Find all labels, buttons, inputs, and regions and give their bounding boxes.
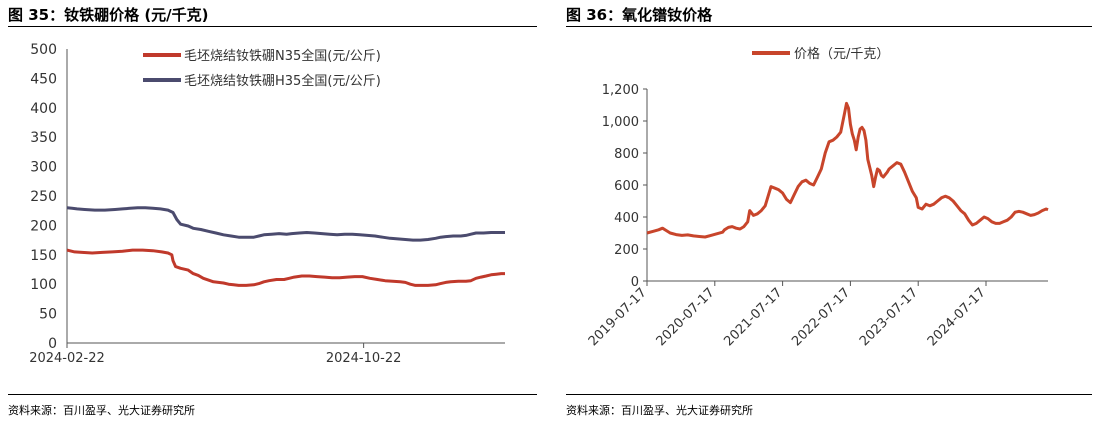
chart-title-right: 图 36：氧化镨钕价格 bbox=[566, 6, 713, 24]
series-line-n35 bbox=[66, 248, 505, 287]
footer-rule-left bbox=[8, 394, 537, 395]
y-tick-label-right: 600 bbox=[614, 179, 639, 194]
y-tick-label-right: 200 bbox=[614, 243, 639, 258]
y-tick-label-left: 400 bbox=[30, 101, 57, 117]
x-tick-label-right: 2019-07-17 bbox=[586, 285, 650, 349]
x-tick-label-right: 2022-07-17 bbox=[789, 285, 853, 349]
y-tick-label-left: 250 bbox=[30, 189, 57, 205]
footer-rule-right bbox=[566, 394, 1092, 395]
y-tick-label-left: 0 bbox=[48, 336, 57, 352]
series-line-h35 bbox=[66, 206, 505, 242]
source-note-left: 资料来源：百川盈孚、光大证券研究所 bbox=[8, 404, 195, 417]
legend-label-price: 价格（元/千克） bbox=[794, 46, 889, 62]
y-tick-label-right: 1,000 bbox=[602, 115, 639, 130]
title-rule-right bbox=[566, 26, 1092, 27]
x-tick-label-right: 2021-07-17 bbox=[721, 285, 785, 349]
y-tick-label-left: 50 bbox=[39, 307, 57, 323]
x-tick-label-left: 2024-10-22 bbox=[326, 351, 402, 366]
source-note-right: 资料来源：百川盈孚、光大证券研究所 bbox=[566, 404, 753, 417]
y-tick-label-left: 350 bbox=[30, 130, 57, 146]
y-tick-label-left: 300 bbox=[30, 160, 57, 176]
y-tick-label-right: 0 bbox=[631, 275, 639, 290]
legend-label-h35: 毛坯烧结钕铁硼H35全国(元/公斤) bbox=[184, 73, 381, 89]
y-tick-label-right: 400 bbox=[614, 211, 639, 226]
legend-label-n35: 毛坯烧结钕铁硼N35全国(元/公斤) bbox=[184, 48, 381, 64]
y-tick-label-left: 100 bbox=[30, 277, 57, 293]
x-tick-label-right: 2024-07-17 bbox=[925, 285, 989, 349]
title-rule-left bbox=[8, 26, 537, 27]
y-tick-label-right: 1,200 bbox=[602, 83, 639, 98]
y-tick-label-left: 200 bbox=[30, 218, 57, 234]
x-tick-label-right: 2020-07-17 bbox=[654, 285, 718, 349]
y-tick-label-right: 800 bbox=[614, 147, 639, 162]
x-tick-label-right: 2023-07-17 bbox=[857, 285, 921, 349]
series-line-price bbox=[646, 101, 1049, 239]
y-tick-label-left: 450 bbox=[30, 71, 57, 87]
chart-title-left: 图 35：钕铁硼价格 (元/千克) bbox=[8, 6, 209, 24]
x-tick-label-left: 2024-02-22 bbox=[29, 351, 105, 366]
y-tick-label-left: 500 bbox=[30, 42, 57, 58]
y-tick-label-left: 150 bbox=[30, 248, 57, 264]
